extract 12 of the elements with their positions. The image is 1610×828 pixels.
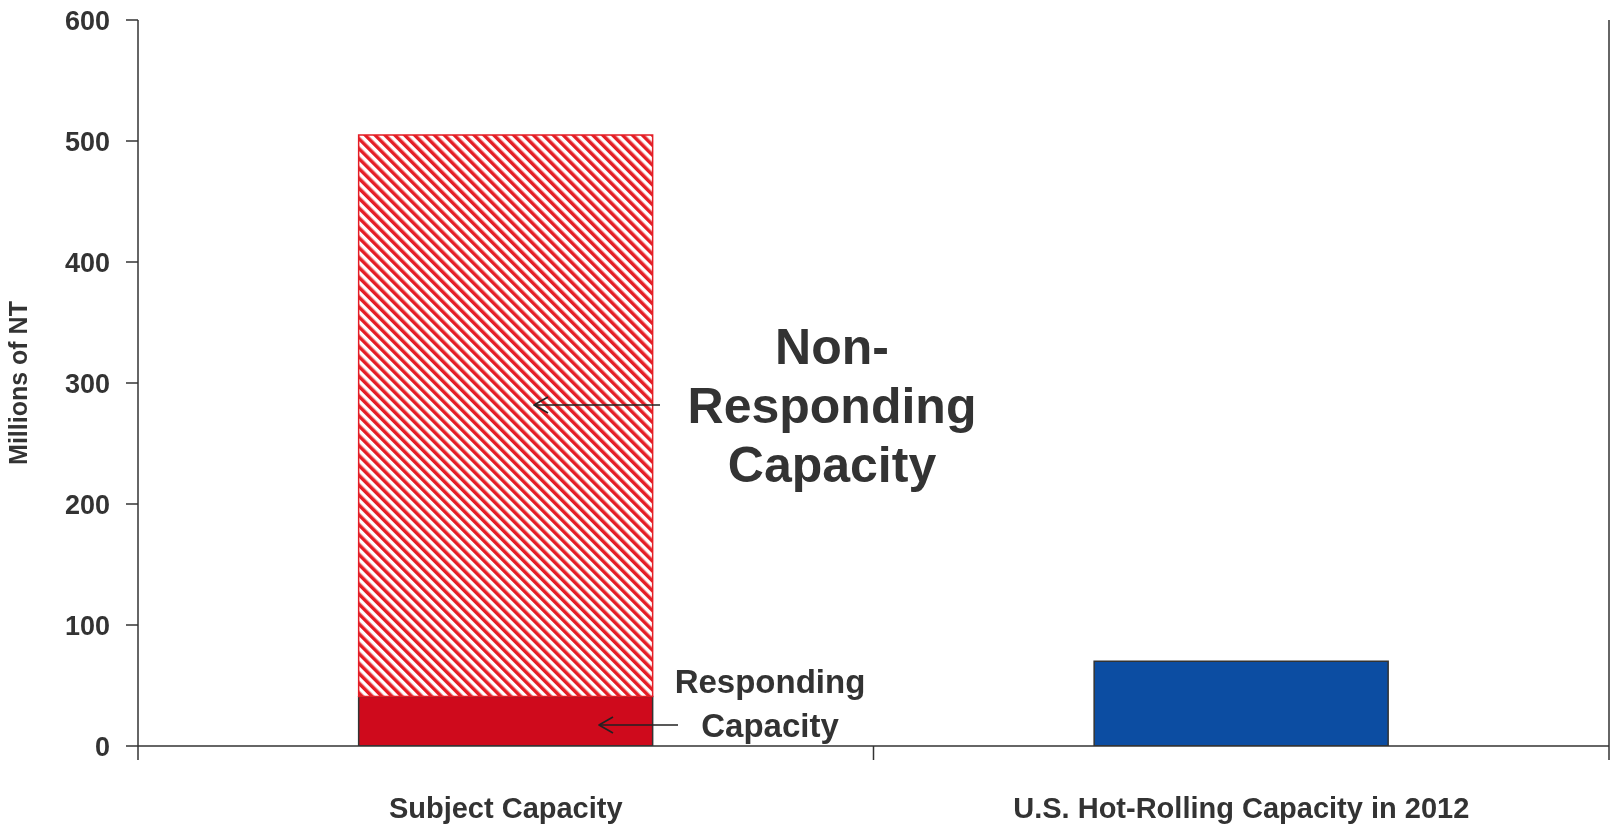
y-axis-title: Millions of NT — [4, 301, 32, 465]
annotation: Non-Responding Capacity — [687, 319, 977, 493]
y-tick-label: 300 — [64, 368, 110, 399]
y-tick-label: 400 — [64, 247, 110, 278]
x-tick-label: U.S. Hot-Rolling Capacity in 2012 — [1013, 792, 1470, 824]
y-tick-label: 600 — [64, 5, 110, 36]
y-tick-label: 200 — [64, 489, 110, 520]
annotation: Responding Capacity — [674, 662, 866, 744]
y-tick-label: 0 — [94, 731, 110, 762]
x-tick-label: Subject Capacity — [388, 792, 623, 824]
y-tick-label: 100 — [64, 610, 110, 641]
y-tick-label: 500 — [64, 126, 110, 157]
